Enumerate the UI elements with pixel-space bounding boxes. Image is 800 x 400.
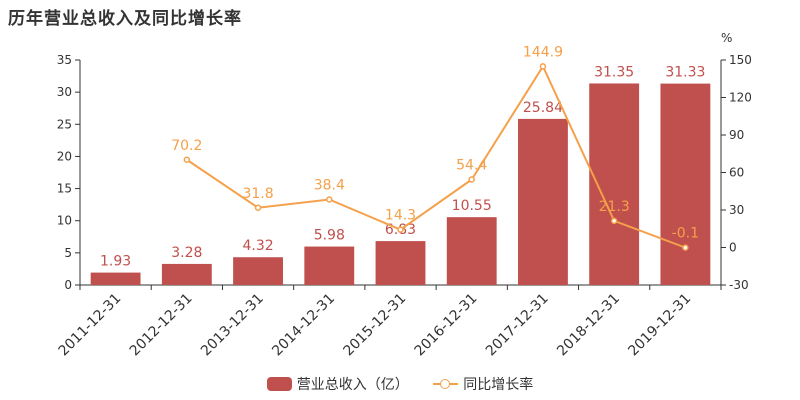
y-left-tick-label: 5 xyxy=(64,246,72,260)
growth-value-label: 70.2 xyxy=(171,138,202,154)
x-tick-label: 2011-12-31 xyxy=(56,291,125,360)
x-tick-label: 2014-12-31 xyxy=(269,291,338,360)
growth-line xyxy=(186,64,686,249)
legend-swatch-bar xyxy=(266,377,292,391)
growth-value-label: 31.8 xyxy=(242,186,273,202)
bar xyxy=(375,241,426,285)
legend-label-growth: 同比增长率 xyxy=(463,377,534,393)
x-tick-label: 2019-12-31 xyxy=(625,291,694,360)
y-right-tick-label: 90 xyxy=(729,128,744,142)
bar xyxy=(161,263,212,285)
y-left-tick-label: 25 xyxy=(57,117,72,131)
y-right-tick-label: 30 xyxy=(729,203,744,217)
bar-value-label: 31.33 xyxy=(665,65,705,81)
bar xyxy=(660,83,711,285)
legend-item-growth[interactable]: 同比增长率 xyxy=(433,374,533,394)
bar-value-label: 31.35 xyxy=(594,64,634,80)
x-tick-label: 2013-12-31 xyxy=(198,291,267,360)
bar xyxy=(304,246,355,285)
bar xyxy=(233,257,283,285)
bar-value-label: 3.28 xyxy=(171,245,202,261)
x-tick-label: 2012-12-31 xyxy=(127,291,196,360)
bar xyxy=(446,217,497,285)
legend-item-revenue[interactable]: 营业总收入（亿） xyxy=(266,374,409,394)
bar-value-label: 5.98 xyxy=(314,228,345,244)
growth-value-label: 38.4 xyxy=(314,178,345,194)
y-right-unit: % xyxy=(721,31,732,45)
growth-value-label: 21.3 xyxy=(599,199,630,215)
chart-title: 历年营业总收入及同比增长率 xyxy=(8,9,242,29)
y-left-tick-label: 0 xyxy=(64,278,72,292)
bar-value-label: 10.55 xyxy=(452,198,492,214)
y-left-tick-label: 35 xyxy=(57,53,72,67)
growth-value-label: 14.3 xyxy=(385,208,416,224)
growth-point xyxy=(254,204,262,211)
y-left-tick-label: 20 xyxy=(57,149,72,163)
bar-value-label: 4.32 xyxy=(242,238,273,254)
bar xyxy=(90,272,141,285)
y-right-tick-label: 120 xyxy=(729,91,752,105)
legend: 营业总收入（亿） 同比增长率 xyxy=(0,374,800,395)
growth-point xyxy=(539,63,547,70)
growth-point xyxy=(326,196,333,203)
growth-point xyxy=(610,217,618,225)
growth-value-label: 144.9 xyxy=(523,44,563,60)
y-left-tick-label: 15 xyxy=(57,182,72,196)
legend-label-revenue: 营业总收入（亿） xyxy=(296,377,409,393)
legend-swatch-line xyxy=(433,377,459,391)
y-right-tick-label: 150 xyxy=(729,53,752,67)
growth-point xyxy=(468,176,475,183)
y-right-tick-label: -30 xyxy=(729,278,749,292)
y-right-tick-label: 0 xyxy=(729,241,737,255)
y-right-tick-label: 60 xyxy=(729,166,744,180)
x-tick-label: 2015-12-31 xyxy=(340,291,409,360)
bar-value-label: 1.93 xyxy=(100,254,131,270)
growth-value-label: 54.4 xyxy=(456,158,487,174)
x-tick-label: 2018-12-31 xyxy=(554,291,623,360)
y-left-tick-label: 30 xyxy=(57,85,72,99)
growth-point xyxy=(682,244,689,251)
x-tick-label: 2016-12-31 xyxy=(412,291,481,360)
growth-value-label: -0.1 xyxy=(672,226,699,242)
growth-point xyxy=(183,156,191,163)
bar xyxy=(518,118,568,285)
bar-value-label: 25.84 xyxy=(523,100,563,116)
x-tick-label: 2017-12-31 xyxy=(483,291,552,360)
y-left-tick-label: 10 xyxy=(57,214,72,228)
growth-point xyxy=(397,226,404,233)
